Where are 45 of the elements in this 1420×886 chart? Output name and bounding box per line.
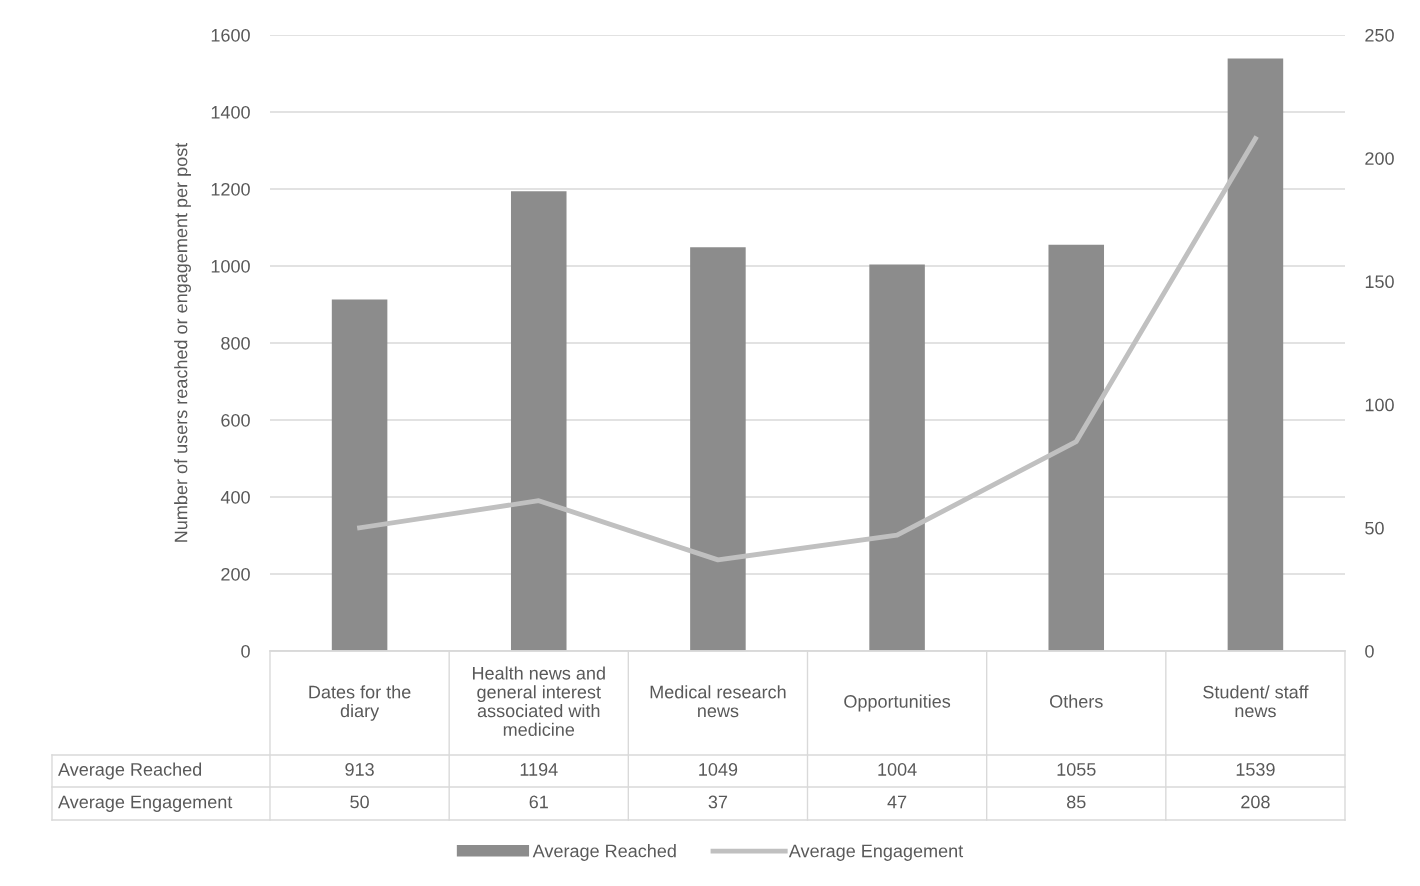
bar [1048,244,1105,651]
x-tick-label: Medical research news [650,685,786,718]
y-tick-label: 800 [221,336,250,350]
y2-tick-label: 50 [1365,521,1384,535]
x-tick-label: Dates for the diary [309,685,411,721]
data-label: 1194 [520,763,558,776]
y2-tick-label: 0 [1365,644,1374,658]
y2-tick-label: 100 [1365,398,1394,412]
data-label: 37 [708,795,728,809]
y-tick-label: 1200 [211,182,250,196]
bar [1227,58,1284,651]
y-tick-label: 1600 [211,28,250,42]
data-label: 1539 [1236,763,1275,776]
data-label: 208 [1241,795,1270,809]
y2-tick-label: 250 [1365,28,1394,42]
bar [331,299,388,651]
x-tick-label: Opportunities [844,694,951,712]
data-label: 1049 [699,763,738,776]
data-label: 50 [350,795,369,809]
data-label: 85 [1066,795,1086,809]
y2-tick-label: 200 [1365,152,1394,165]
data-label: 1055 [1057,763,1096,776]
y-tick-label: 600 [221,413,250,427]
bar [690,247,746,651]
y-tick-label: 1400 [211,105,250,119]
x-tick-label: Health news and general interest associated with medicine [472,666,605,737]
y-tick-label: 0 [241,644,250,658]
text: Average Engagement [58,795,233,812]
y-axis-title: Number of users reached or engagement per post [174,142,191,542]
y2-tick-label: 150 [1365,275,1394,289]
y-tick-label: 400 [220,490,250,504]
legend-label: Average Reached [532,844,676,861]
bar [510,191,567,651]
data-label: 913 [345,763,374,776]
line-series [357,136,1258,563]
text: Average Reached [58,762,202,780]
x-tick-label: Others [1050,694,1103,708]
data-label: 47 [887,795,907,809]
y-tick-label: 200 [221,567,250,581]
data-label: 61 [529,795,548,809]
legend-label: Average Engagement [788,844,964,861]
bar [869,264,925,651]
data-label: 1004 [878,763,917,776]
x-tick-label: Student/ staff news [1203,685,1309,718]
y-tick-label: 1000 [211,259,250,273]
